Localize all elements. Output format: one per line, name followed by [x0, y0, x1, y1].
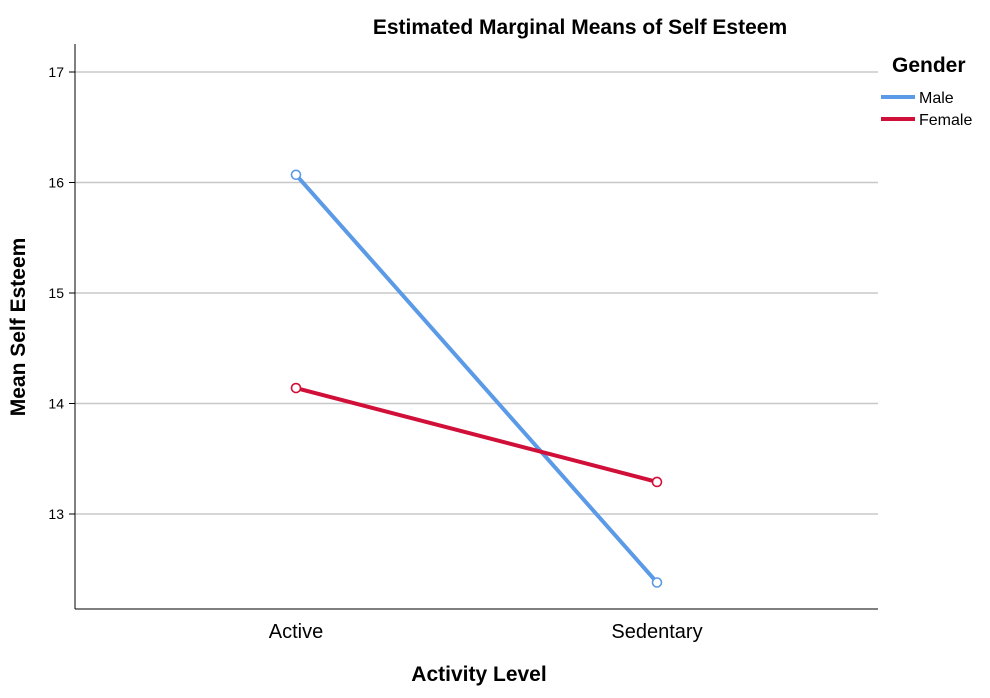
y-tick-label: 16	[48, 175, 64, 191]
y-tick-label: 14	[48, 396, 64, 412]
legend-items: Male Female	[881, 90, 972, 129]
data-point-male	[290, 169, 302, 181]
series-line-female	[294, 386, 659, 484]
data-point-female	[290, 382, 302, 394]
y-tick-label: 17	[48, 64, 64, 80]
x-tick-label: Sedentary	[611, 621, 702, 643]
series-line-male	[294, 172, 659, 585]
legend-label-female: Female	[919, 112, 972, 129]
chart-title: Estimated Marginal Means of Self Esteem	[373, 16, 787, 39]
y-axis-ticks: 13 14 15 16 17	[48, 64, 75, 522]
x-tick-label: Active	[269, 621, 323, 643]
legend-title: Gender	[892, 54, 966, 77]
y-tick-label: 15	[48, 285, 64, 301]
data-point-female	[651, 476, 663, 488]
grid	[75, 71, 878, 515]
x-axis-label: Activity Level	[411, 663, 546, 686]
legend: Gender Male Female	[881, 54, 972, 129]
x-axis-ticks: Active Sedentary	[269, 621, 703, 643]
y-axis-label: Mean Self Esteem	[7, 238, 30, 417]
series-group	[290, 169, 663, 588]
y-tick-label: 13	[48, 506, 64, 522]
data-point-male	[651, 577, 663, 588]
legend-label-male: Male	[919, 90, 954, 107]
